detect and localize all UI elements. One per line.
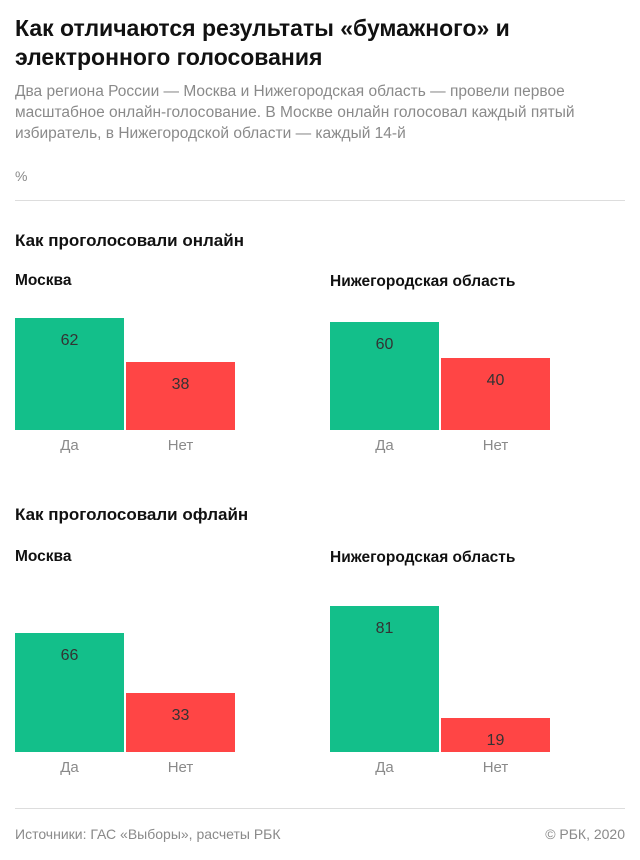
panel-title-online-moscow: Москва xyxy=(15,272,72,289)
data-label-offline-nizhny-no: 19 xyxy=(486,731,505,749)
tick-label-offline-nizhny-no: Нет xyxy=(482,759,509,776)
bar-online-nizhny-no xyxy=(441,358,550,430)
tick-label-offline-moscow-yes: Да xyxy=(60,759,79,776)
copyright: © РБК, 2020 xyxy=(545,826,625,842)
panel-title-online-nizhny: Нижегородская область xyxy=(330,273,516,290)
bar-online-moscow-no xyxy=(126,361,235,430)
data-label-online-nizhny-yes: 60 xyxy=(375,336,394,353)
data-label-online-moscow-yes: 62 xyxy=(60,332,79,350)
tick-label-online-nizhny-no: Нет xyxy=(482,437,509,454)
tick-label-offline-moscow-no: Нет xyxy=(167,759,194,776)
chart-subtitle: Два региона России — Москва и Нижегородс… xyxy=(15,83,575,142)
source-note: Источники: ГАС «Выборы», расчеты РБК xyxy=(15,826,281,842)
data-label-offline-nizhny-yes: 81 xyxy=(375,620,394,638)
data-label-online-moscow-no: 38 xyxy=(171,375,190,393)
bottom-divider xyxy=(15,808,625,809)
bar-online-moscow-yes xyxy=(15,318,124,430)
tick-label-online-moscow-yes: Да xyxy=(60,437,79,454)
bar-online-nizhny-yes xyxy=(330,322,439,430)
tick-label-online-moscow-no: Нет xyxy=(167,437,194,454)
tick-label-online-nizhny-yes: Да xyxy=(375,437,394,454)
data-label-offline-moscow-no: 33 xyxy=(171,706,190,724)
section-title-offline: Как проголосовали офлайн xyxy=(15,505,249,524)
section-title-online: Как проголосовали онлайн xyxy=(15,231,244,250)
bar-offline-nizhny-no xyxy=(441,717,550,752)
tick-label-offline-nizhny-yes: Да xyxy=(375,759,394,776)
data-label-offline-moscow-yes: 66 xyxy=(60,647,79,665)
bar-offline-nizhny-yes xyxy=(330,606,439,752)
chart-title: Как отличаются результаты «бумажного» и … xyxy=(15,15,510,70)
panel-title-offline-nizhny: Нижегородская область xyxy=(330,549,516,566)
bar-offline-moscow-yes xyxy=(15,633,124,752)
bar-offline-moscow-no xyxy=(126,692,235,752)
top-divider xyxy=(15,200,625,201)
data-label-online-nizhny-no: 40 xyxy=(486,372,505,389)
panel-title-offline-moscow: Москва xyxy=(15,548,72,565)
unit-label: % xyxy=(15,168,28,184)
